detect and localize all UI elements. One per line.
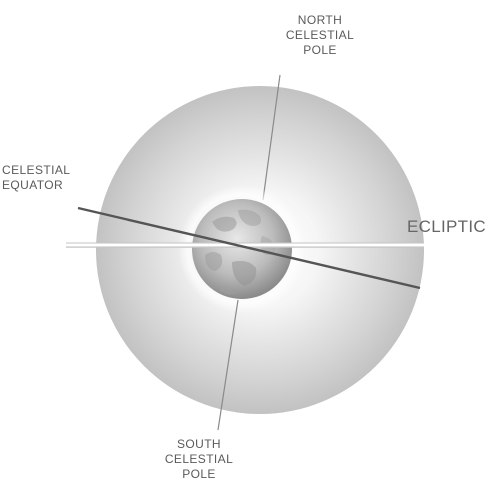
earth — [192, 199, 292, 299]
ecliptic-plane — [66, 242, 424, 248]
north-celestial-pole-label: NORTH CELESTIAL POLE — [285, 13, 355, 57]
celestial-equator-label: CELESTIAL EQUATOR — [2, 163, 71, 192]
south-pole-axis-line — [217, 299, 239, 431]
north-pole-axis-line — [262, 74, 281, 201]
ecliptic-label: ECLIPTIC — [407, 217, 486, 236]
celestial-equator-line — [77, 206, 421, 290]
south-celestial-pole-label: SOUTH CELESTIAL POLE — [164, 437, 234, 481]
